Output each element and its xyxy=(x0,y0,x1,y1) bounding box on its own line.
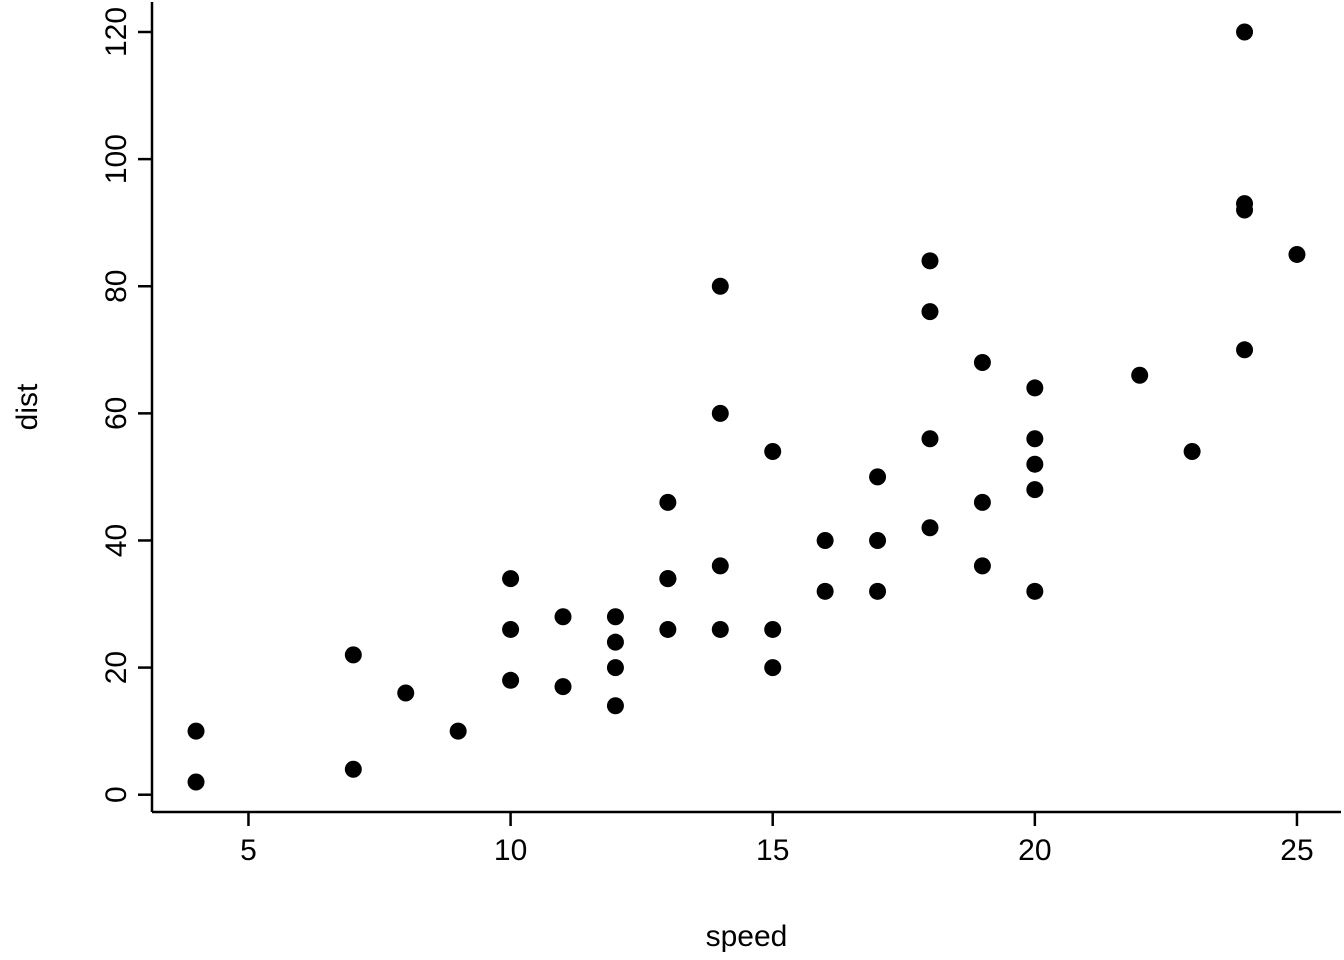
y-tick-label: 40 xyxy=(100,524,133,557)
data-point xyxy=(397,684,415,702)
data-point xyxy=(1236,195,1254,213)
data-point xyxy=(1236,341,1254,359)
data-point xyxy=(973,557,991,575)
data-point xyxy=(973,354,991,372)
data-point xyxy=(344,646,362,664)
data-point xyxy=(554,678,572,696)
data-point xyxy=(449,722,467,740)
data-point xyxy=(1288,245,1306,263)
data-point xyxy=(711,620,729,638)
y-tick-label: 100 xyxy=(100,134,133,184)
data-point xyxy=(659,493,677,511)
x-tick-label: 25 xyxy=(1280,834,1313,867)
data-point xyxy=(764,442,782,460)
data-point xyxy=(816,531,834,549)
data-point xyxy=(711,404,729,422)
y-tick-label: 60 xyxy=(100,397,133,430)
data-point xyxy=(711,277,729,295)
data-point xyxy=(554,608,572,626)
data-point xyxy=(869,582,887,600)
data-point xyxy=(869,468,887,486)
y-tick-label: 80 xyxy=(100,270,133,303)
data-point xyxy=(1236,23,1254,41)
data-point xyxy=(659,570,677,588)
data-point xyxy=(1026,582,1044,600)
data-point xyxy=(921,303,939,321)
data-point xyxy=(502,570,520,588)
data-point xyxy=(973,493,991,511)
data-point xyxy=(1183,442,1201,460)
x-tick-label: 5 xyxy=(240,834,257,867)
data-point xyxy=(606,697,624,715)
data-point xyxy=(606,659,624,677)
x-axis-title: speed xyxy=(705,920,788,953)
data-point xyxy=(869,531,887,549)
data-point xyxy=(1026,455,1044,473)
y-tick-label: 20 xyxy=(100,651,133,684)
x-tick-label: 20 xyxy=(1018,834,1051,867)
data-point xyxy=(659,620,677,638)
data-point xyxy=(344,760,362,778)
y-tick-label: 120 xyxy=(100,7,133,57)
data-point xyxy=(187,773,205,791)
data-point xyxy=(187,722,205,740)
data-point xyxy=(502,620,520,638)
data-point xyxy=(606,608,624,626)
data-point xyxy=(1026,481,1044,499)
data-point xyxy=(921,252,939,270)
data-point xyxy=(1026,430,1044,448)
data-point xyxy=(1131,366,1149,384)
data-point xyxy=(711,557,729,575)
data-point xyxy=(816,582,834,600)
data-point xyxy=(921,519,939,537)
data-point xyxy=(1026,379,1044,397)
data-point xyxy=(764,659,782,677)
x-tick-label: 10 xyxy=(494,834,527,867)
data-point xyxy=(764,620,782,638)
data-point xyxy=(606,633,624,651)
y-axis-title: dist xyxy=(11,383,44,431)
x-tick-label: 15 xyxy=(756,834,789,867)
data-point xyxy=(502,671,520,689)
y-tick-label: 0 xyxy=(100,786,133,803)
data-point xyxy=(921,430,939,448)
